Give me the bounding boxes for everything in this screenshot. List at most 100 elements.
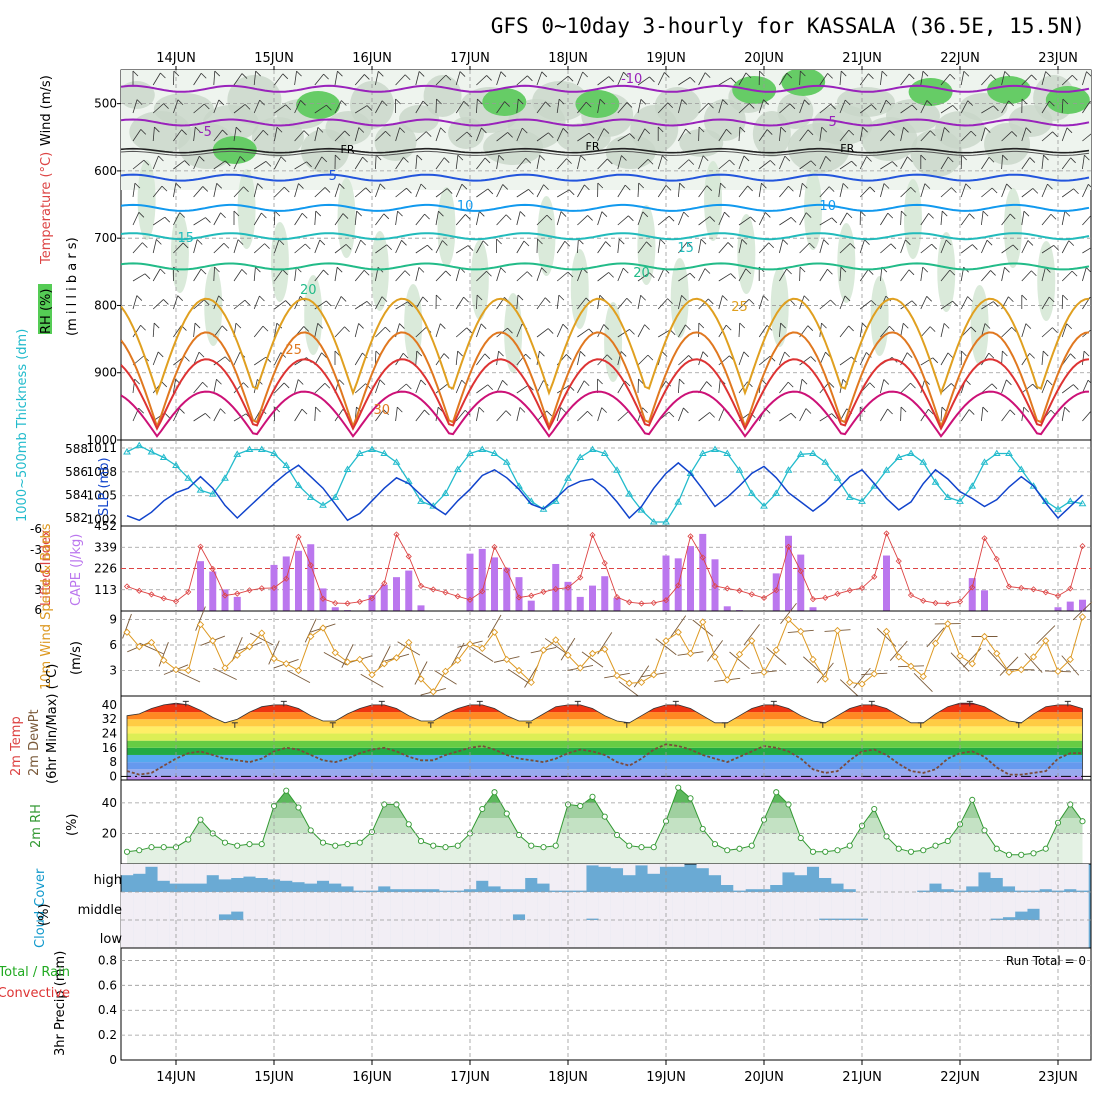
cloud-gap-middle [917,892,930,920]
rh-point [699,825,706,832]
isotherm-label: 15 [178,231,195,246]
wind-barb [455,131,468,142]
cape-bar [295,550,302,611]
wind-barb [839,71,842,86]
slp-point [784,466,793,473]
wind-barb-flag [704,72,711,78]
cloud-gap-low [316,920,330,948]
wind-barb-flag [1042,350,1049,357]
cloud-gap-low [917,920,930,948]
cloud-gap-middle [1076,892,1089,920]
wind-barb [173,408,180,422]
wind-barb [657,239,661,254]
wind-barb [314,211,317,226]
slp-point [723,449,732,457]
wind-barb-flag [539,154,545,161]
wind-barb [637,76,650,86]
wind-barb-flag [984,127,991,133]
cloud-gap-high [292,864,305,883]
wind-barb-flag [626,297,633,304]
wind-barb [193,127,196,142]
rh-shade [1003,188,1022,268]
temp-band [127,776,1083,780]
wind-speed-point [392,654,401,662]
wind-barb-flag [629,133,635,139]
cape-bar [883,555,890,611]
wind-barb [173,183,177,198]
isotherm [121,118,1090,127]
wind-barb-flag [262,129,269,136]
wind-barb [375,100,383,114]
wind-barb-flag [278,239,285,246]
wind-barb [839,160,852,170]
wind-barb [294,243,306,254]
wind-barb [395,127,401,142]
cape-bar [564,581,572,611]
wind-barb-flag [418,267,425,273]
wind-barb [476,407,480,422]
temp-tick-label: 40 [102,698,117,712]
wind-barb-flag [378,71,384,77]
isotherm [121,232,1090,241]
wind-barb-flag [599,98,606,105]
cloud-gap-low [120,920,134,948]
wind-barb [758,183,762,198]
cloud-gap-high [770,864,783,885]
wind-barb-flag [809,242,815,249]
wind-barb-flag [907,156,913,163]
wind-barb-flag [276,126,283,133]
cape-bar [515,577,523,611]
slp-point [796,450,805,457]
wind-barb-flag [967,100,974,106]
wind-barb-flag [881,70,888,77]
wind-barb-flag [1021,294,1028,301]
wind-barb-flag [1073,384,1079,390]
isotherm [121,173,1090,182]
wind-barb [253,379,258,394]
wind-barb [779,323,782,338]
wind-barb-flag [830,299,836,306]
wind-barb [880,379,885,394]
wind-barb [657,215,670,226]
wind-barb-flag [871,104,877,110]
upper-wind-label: Wind (m/s) [39,75,54,146]
wind-barb-flag [1011,131,1018,137]
wind-barb [880,243,892,254]
cloud-gap-high [500,864,513,890]
wind-barb-flag [887,408,893,415]
wind-speed-point [637,678,646,687]
cape-bar [1054,607,1062,611]
wind-barb-flag [480,323,487,330]
date-label-top: 22JUN [940,51,980,66]
cape-bar [1079,599,1086,611]
cloud-gap-high [182,864,195,884]
wind-barb-flag [358,127,365,133]
wind-barb [1021,353,1030,366]
wind-barb [516,99,519,114]
wind-barb-flag [539,350,545,357]
wind-barb [476,75,487,86]
cloud-gap-low [390,920,403,948]
wind-barb-flag [198,351,205,358]
wind-barb [940,323,945,338]
wind-barb-flag [406,187,412,194]
wind-barb-flag [403,157,409,163]
rh-point [675,784,682,791]
lifted-index-point [209,565,216,572]
wind-barb-flag [597,182,604,189]
wind-barb [294,71,297,86]
wind-barb [1082,247,1091,254]
wind-barb-flag [282,269,288,275]
wind-barb-flag [603,128,610,134]
wind-barb-flag [1008,100,1014,107]
wind-barb-flag [301,212,308,219]
wind-speed-point [772,646,780,654]
cloud-gap-middle [500,892,513,920]
cloud-gap-high [451,864,464,891]
wind-barb-flag [851,160,857,167]
cloud-gap-high [610,864,624,869]
wind-speed-point [662,637,670,645]
wind-barb-flag [537,238,543,245]
precip-tick-label: 0.2 [98,1028,117,1042]
